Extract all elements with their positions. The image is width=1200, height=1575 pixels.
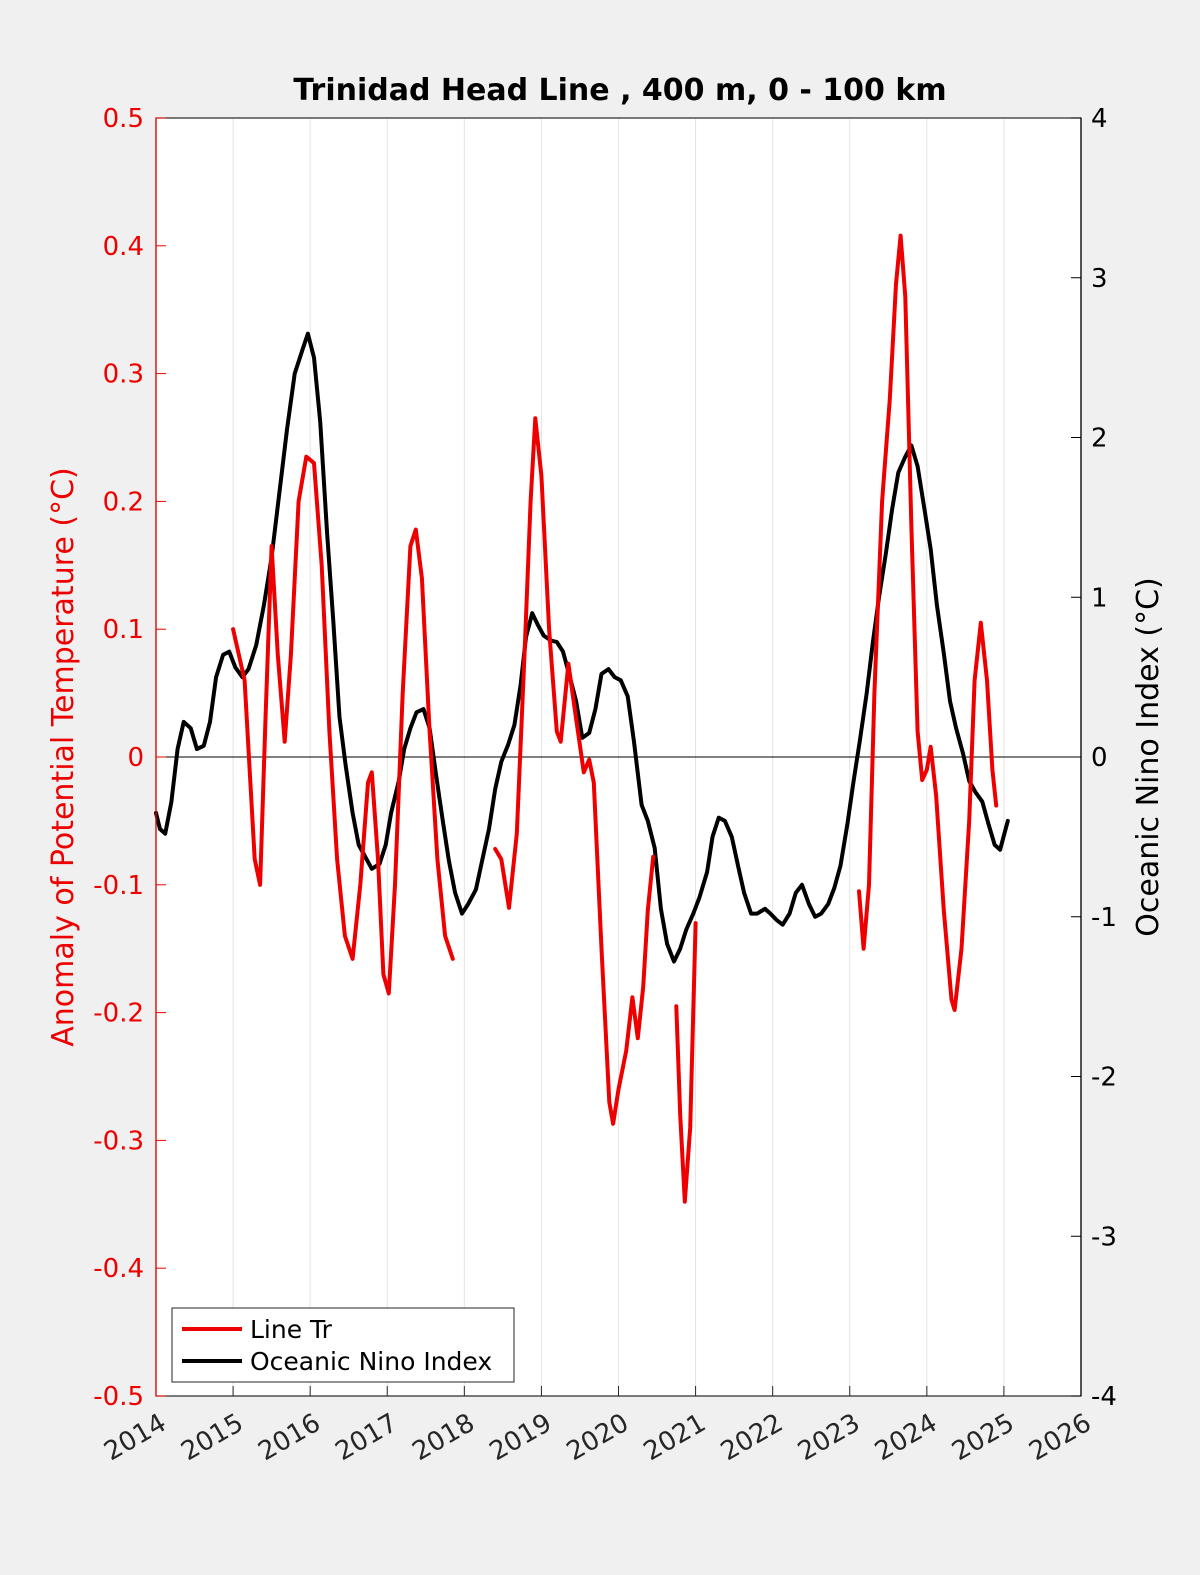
y-left-tick-label: -0.5: [93, 1382, 144, 1412]
y-axis-label-left: Anomaly of Potential Temperature (°C): [46, 467, 81, 1046]
series-line-tr: [493, 416, 656, 1126]
y-right-tick-label: -3: [1091, 1222, 1117, 1252]
y-left-tick-label: 0.2: [103, 487, 144, 517]
y-left-tick-label: 0.4: [103, 232, 144, 262]
y-right-tick-label: 2: [1091, 424, 1108, 454]
y-left-tick-label: 0.5: [103, 104, 144, 134]
y-left-tick-label: 0.1: [103, 615, 144, 645]
legend-box: [171, 1307, 515, 1383]
y-left-tick-label: -0.1: [93, 871, 144, 901]
y-right-tick-label: 4: [1091, 104, 1108, 134]
legend-label-oni: Oceanic Nino Index: [250, 1347, 492, 1376]
y-right-tick-label: 3: [1091, 264, 1108, 294]
y-left-tick-label: -0.2: [93, 999, 144, 1029]
y-right-tick-label: -1: [1091, 903, 1117, 933]
y-left-tick-label: 0: [127, 743, 144, 773]
y-left-tick-label: -0.3: [93, 1126, 144, 1156]
legend: Line Tr Oceanic Nino Index: [171, 1307, 515, 1383]
chart-title: Trinidad Head Line , 400 m, 0 - 100 km: [293, 73, 946, 108]
legend-label-line-tr: Line Tr: [250, 1315, 333, 1344]
y-left-tick-label: 0.3: [103, 360, 144, 390]
y-right-tick-label: -2: [1091, 1063, 1117, 1093]
y-axis-label-right: Oceanic Nino Index (°C): [1131, 577, 1166, 937]
series-line-tr: [231, 454, 455, 996]
series-line-tr: [674, 921, 698, 1204]
y-right-tick-label: -4: [1091, 1382, 1117, 1412]
y-right-tick-label: 1: [1091, 583, 1108, 613]
series-line-tr: [857, 233, 999, 1012]
series-oceanic-nino-index: [154, 331, 1010, 964]
y-left-tick-label: -0.4: [93, 1254, 144, 1284]
y-right-tick-label: 0: [1091, 743, 1108, 773]
series-layer: [154, 233, 1010, 1204]
